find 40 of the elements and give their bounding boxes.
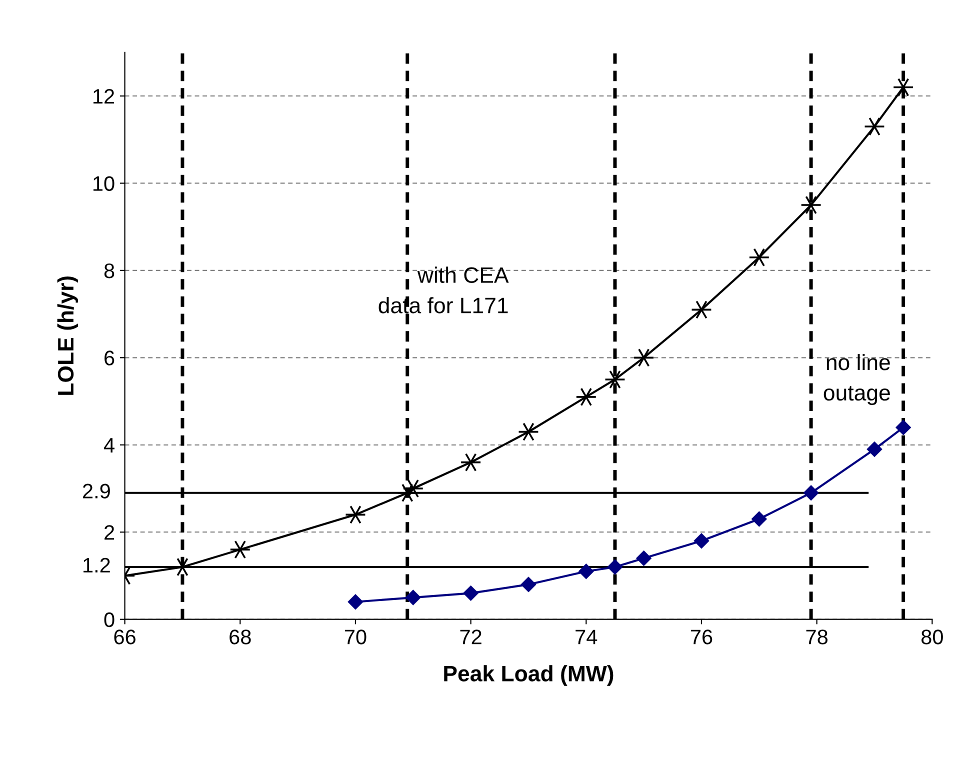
- x-tick-label: 76: [690, 630, 712, 644]
- point: [752, 511, 767, 527]
- y-axis-title: LOLE (h/yr): [57, 276, 78, 395]
- point: [463, 586, 478, 601]
- point: [748, 248, 770, 267]
- point: [230, 540, 251, 559]
- y-tick-label: 6: [104, 350, 114, 366]
- y-tick-label: 10: [93, 176, 114, 191]
- ref-line-label: 1.2: [84, 558, 110, 572]
- y-tick-label: 2: [104, 525, 114, 540]
- point: [864, 117, 886, 136]
- x-tick-label: 78: [806, 630, 828, 644]
- x-tick-label: 80: [921, 630, 943, 644]
- ref-line-label: 2.9: [83, 484, 110, 498]
- point: [402, 479, 424, 498]
- point: [576, 388, 597, 406]
- point: [636, 550, 652, 566]
- x-tick-label: 72: [460, 630, 482, 644]
- x-tick-label: 68: [230, 630, 251, 644]
- x-axis-title: Peak Load (MW): [444, 665, 614, 686]
- y-tick-label: 12: [93, 88, 114, 104]
- point: [604, 370, 626, 389]
- point: [694, 533, 710, 548]
- point: [520, 576, 536, 592]
- point: [803, 485, 819, 500]
- x-tick-label: 70: [344, 630, 366, 644]
- y-tick-label: 8: [104, 263, 114, 278]
- point: [348, 594, 364, 610]
- y-tick-label: 4: [104, 438, 114, 452]
- point: [800, 196, 822, 214]
- y-tick-label: 0: [104, 612, 114, 628]
- annotation: no line outage: [824, 354, 890, 406]
- point: [406, 590, 421, 606]
- x-tick-label: 66: [114, 630, 136, 644]
- annotation: with CEA data for L171: [378, 266, 509, 314]
- point: [866, 442, 882, 457]
- x-tick-label: 74: [576, 630, 598, 644]
- point: [896, 420, 911, 436]
- point: [607, 559, 623, 575]
- point: [578, 564, 594, 579]
